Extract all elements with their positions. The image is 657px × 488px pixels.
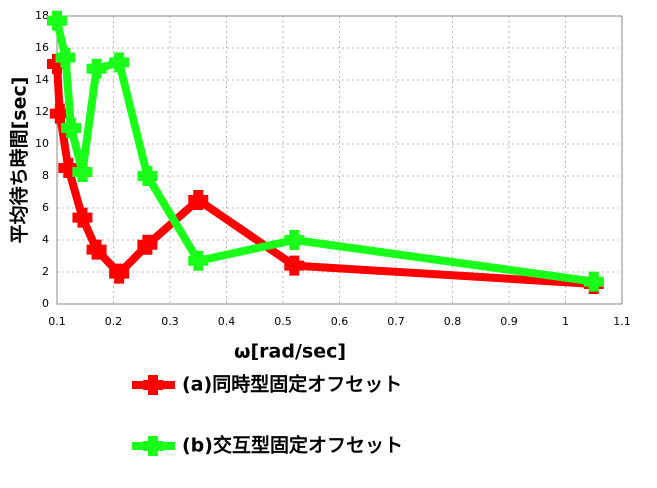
data-point	[284, 255, 305, 276]
x-tick-label: 0.8	[444, 315, 462, 328]
y-axis-title: 平均待ち時間[sec]	[8, 77, 31, 244]
x-tick-label: 1.1	[613, 315, 631, 328]
x-axis-title: ω[rad/sec]	[234, 341, 346, 363]
x-tick-label: 0.1	[48, 315, 66, 328]
x-tick-label: 0.9	[500, 315, 518, 328]
series-line	[53, 19, 595, 286]
y-tick-label: 2	[42, 265, 49, 278]
data-point	[109, 52, 130, 73]
data-point	[188, 190, 209, 210]
x-tick-label: 0.3	[161, 315, 179, 328]
y-tick-label: 14	[35, 73, 49, 86]
y-tick-label: 10	[35, 137, 49, 150]
y-tick-label: 0	[42, 297, 49, 310]
data-point	[61, 118, 82, 138]
data-point	[284, 230, 305, 250]
legend-marker	[143, 436, 163, 456]
y-tick-label: 4	[42, 233, 49, 246]
legend-label: (b)交互型固定オフセット	[182, 434, 403, 457]
data-point	[86, 239, 107, 260]
series-line	[53, 63, 594, 288]
y-tick-label: 12	[35, 105, 49, 118]
y-tick-label: 16	[35, 41, 49, 54]
legend-marker	[143, 375, 163, 395]
x-tick-label: 0.7	[387, 315, 405, 328]
y-tick-label: 6	[42, 201, 49, 214]
data-point	[72, 207, 93, 228]
data-point	[55, 47, 76, 68]
x-tick-label: 0.5	[274, 315, 292, 328]
x-tick-label: 0.2	[105, 315, 123, 328]
y-tick-label: 8	[42, 169, 49, 182]
x-tick-label: 0.6	[331, 315, 349, 328]
data-point	[47, 10, 67, 31]
legend-label: (a)同時型固定オフセット	[182, 373, 402, 396]
x-tick-label: 0.4	[218, 315, 236, 328]
x-tick-label: 1	[562, 315, 569, 328]
plot-border	[56, 15, 623, 305]
data-point	[188, 250, 209, 271]
data-point	[109, 263, 130, 284]
data-point	[583, 271, 604, 292]
data-point	[137, 234, 158, 255]
y-tick-label: 18	[35, 9, 49, 22]
data-point	[137, 166, 158, 186]
data-point	[58, 158, 79, 178]
data-point	[72, 162, 93, 182]
data-point	[49, 103, 70, 124]
data-point	[86, 58, 107, 79]
